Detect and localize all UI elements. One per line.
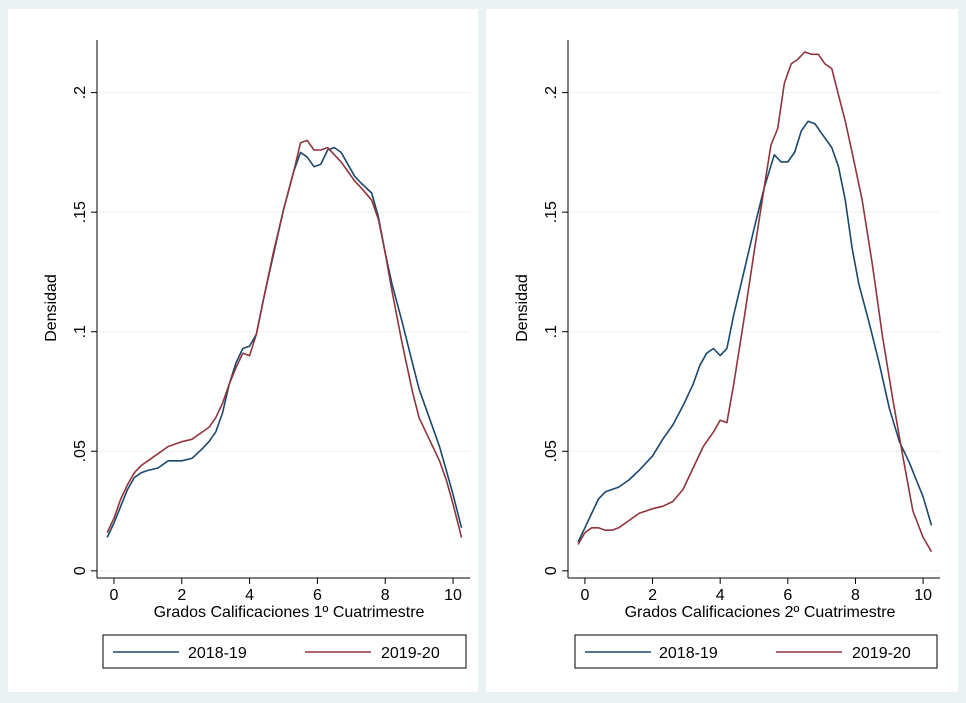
panel-1-legend-label-2018-19: 2018-19 (188, 645, 247, 662)
panel-1-y-tick-label: .1 (72, 325, 89, 338)
panel-2-y-tick-label: .05 (543, 440, 560, 462)
panel-2-x-axis-label: Grados Calificaciones 2º Cuatrimestre (625, 604, 896, 621)
panel-1-series-2019-20 (106, 139, 463, 538)
panel-2-series-2019-20 (577, 51, 933, 553)
panel-1-x-tick-label: 2 (177, 587, 186, 604)
panel-2-y-tick-label: 0 (543, 566, 560, 575)
panel-2-legend: 2018-19 2019-20 (574, 634, 938, 669)
panel-2-x-tick-label: 2 (648, 587, 657, 604)
panel-2-legend-label-2018-19: 2018-19 (659, 645, 718, 662)
panel-1-x-tick-label: 4 (245, 587, 254, 604)
panel-2-x-tick-label: 6 (783, 587, 792, 604)
panel-1-x-tick-label: 0 (110, 587, 119, 604)
panel-1-legend: 2018-19 2019-20 (102, 634, 467, 669)
panel-2-y-tick-label: .2 (543, 86, 560, 99)
panel-2-legend-label-2019-20: 2019-20 (852, 645, 911, 662)
panel-2-y-tick-label: .1 (543, 325, 560, 338)
panel-1-background (8, 9, 478, 692)
panel-2-x-tick-label: 4 (716, 587, 725, 604)
panel-1-plot: 0 .05 .1 .15 .2 0 2 4 6 8 10 (72, 40, 470, 604)
panel-1-y-tick-label: .05 (72, 440, 89, 462)
panel-1-y-tick-label: .2 (72, 86, 89, 99)
panel-1-y-axis-label: Densidad (43, 274, 60, 342)
panel-2-plot: 0 .05 .1 .15 .2 0 2 4 6 8 10 (543, 40, 940, 604)
panel-1: 0 .05 .1 .15 .2 0 2 4 6 8 10 Densidad Grados Calif… (8, 9, 478, 692)
panel-2-x-tick-label: 0 (580, 587, 589, 604)
panel-2-y-axis-label: Densidad (514, 274, 531, 342)
panel-1-y-tick-label: .15 (72, 201, 89, 223)
panel-2-y-tick-label: .15 (543, 201, 560, 223)
panel-2-x-tick-label: 10 (914, 587, 932, 604)
panel-1-x-tick-label: 10 (444, 587, 462, 604)
panel-2-x-tick-label: 8 (851, 587, 860, 604)
panel-2: 0 .05 .1 .15 .2 0 2 4 6 8 10 Densidad Grados Calif… (486, 9, 958, 692)
panel-1-x-tick-label: 8 (381, 587, 390, 604)
panel-1-x-tick-label: 6 (313, 587, 322, 604)
panel-1-legend-label-2019-20: 2019-20 (381, 645, 440, 662)
panel-1-x-axis-label: Grados Calificaciones 1º Cuatrimestre (154, 604, 425, 621)
panel-1-y-tick-label: 0 (72, 566, 89, 575)
